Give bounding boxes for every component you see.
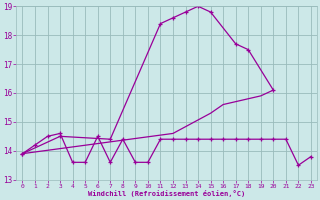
X-axis label: Windchill (Refroidissement éolien,°C): Windchill (Refroidissement éolien,°C) [88, 190, 245, 197]
